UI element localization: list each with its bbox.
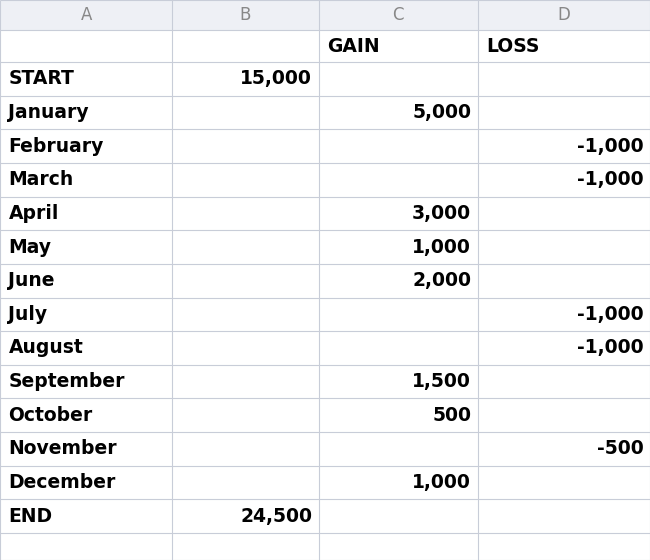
Text: END: END <box>8 507 53 526</box>
Bar <box>172 0 318 30</box>
Text: C: C <box>393 6 404 24</box>
Text: May: May <box>8 237 51 256</box>
Text: July: July <box>8 305 47 324</box>
Text: 2,000: 2,000 <box>412 271 471 290</box>
Text: September: September <box>8 372 125 391</box>
Text: D: D <box>558 6 570 24</box>
Text: 1,000: 1,000 <box>412 473 471 492</box>
Text: B: B <box>240 6 251 24</box>
Bar <box>318 0 478 30</box>
Text: A: A <box>81 6 92 24</box>
Text: START: START <box>8 69 74 88</box>
Text: October: October <box>8 406 93 424</box>
Bar <box>478 0 650 30</box>
Text: 24,500: 24,500 <box>240 507 312 526</box>
Text: -500: -500 <box>597 440 644 459</box>
Text: 1,000: 1,000 <box>412 237 471 256</box>
Text: 1,500: 1,500 <box>412 372 471 391</box>
Text: -1,000: -1,000 <box>577 305 644 324</box>
Text: 15,000: 15,000 <box>240 69 312 88</box>
Text: March: March <box>8 170 73 189</box>
Bar <box>0 62 650 560</box>
Text: -1,000: -1,000 <box>577 338 644 357</box>
Text: -1,000: -1,000 <box>577 170 644 189</box>
Text: 5,000: 5,000 <box>412 103 471 122</box>
Text: November: November <box>8 440 117 459</box>
Text: 500: 500 <box>432 406 471 424</box>
Text: August: August <box>8 338 83 357</box>
Text: LOSS: LOSS <box>486 36 540 55</box>
Text: December: December <box>8 473 116 492</box>
Bar <box>0 0 172 30</box>
Text: January: January <box>8 103 89 122</box>
Text: -1,000: -1,000 <box>577 137 644 156</box>
Text: February: February <box>8 137 104 156</box>
Text: June: June <box>8 271 55 290</box>
Text: GAIN: GAIN <box>327 36 380 55</box>
Text: 3,000: 3,000 <box>412 204 471 223</box>
Text: April: April <box>8 204 59 223</box>
